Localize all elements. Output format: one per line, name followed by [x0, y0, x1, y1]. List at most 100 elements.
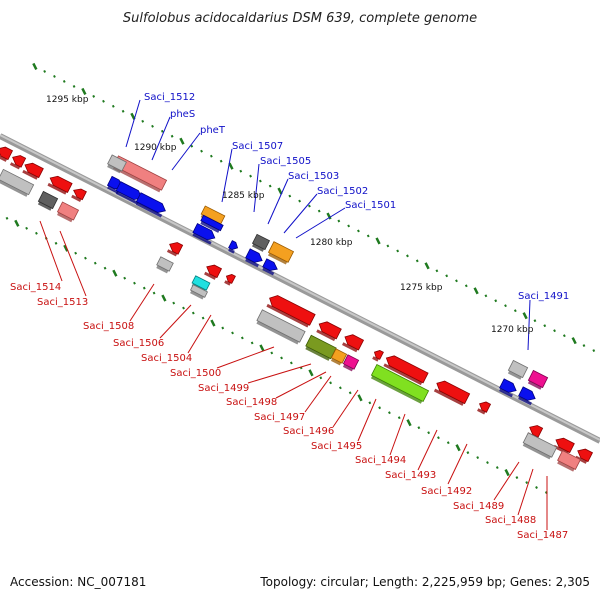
tick-mark: [319, 376, 323, 380]
leader-line-bottom: [247, 363, 312, 384]
cds-forward-shade: [135, 202, 163, 218]
tick-mark: [228, 162, 234, 170]
gene-label-saci-1491[interactable]: Saci_1491: [518, 291, 569, 302]
cds-forward-shade: [107, 185, 120, 194]
gene-label-saci-1501[interactable]: Saci_1501: [345, 200, 396, 211]
cds-forward: [262, 258, 278, 276]
cds-reverse-shade: [372, 356, 379, 362]
tick-mark: [249, 174, 252, 178]
gene-label-saci-1487[interactable]: Saci_1487: [517, 530, 568, 541]
gene-label-saci-1492[interactable]: Saci_1492: [421, 486, 472, 497]
tick-mark: [348, 391, 352, 395]
gene-label-saci-1507[interactable]: Saci_1507: [232, 141, 283, 152]
tick-mark: [455, 279, 458, 283]
cds-gray: [156, 256, 174, 274]
cds-gray-body: [189, 284, 209, 298]
cds-reverse-shade: [166, 249, 178, 257]
tick-mark: [375, 237, 381, 245]
gene-label-saci-1493[interactable]: Saci_1493: [385, 470, 436, 481]
tick-mark: [53, 74, 56, 78]
cds-salmon: [56, 201, 80, 223]
tick-mark: [543, 324, 547, 328]
gene-label-saci-1495[interactable]: Saci_1495: [311, 441, 362, 452]
tick-mark: [378, 406, 382, 410]
leader-line-top: [171, 132, 201, 171]
cds-reverse: [47, 175, 73, 195]
cds-reverse-shade: [433, 388, 464, 406]
gene-label-saci-1489[interactable]: Saci_1489: [453, 501, 504, 512]
tick-mark: [288, 194, 292, 198]
leader-line-bottom: [389, 413, 406, 456]
cds-reverse: [316, 321, 342, 342]
leader-line-bottom: [304, 375, 332, 413]
tick-mark: [277, 187, 283, 195]
tick-mark: [43, 70, 47, 73]
kbp-mark-1280: 1280 kbp: [310, 238, 353, 248]
gene-label-saci-1502[interactable]: Saci_1502: [317, 186, 368, 197]
gene-label-saci-1505[interactable]: Saci_1505: [260, 156, 311, 167]
tick-mark: [32, 62, 38, 71]
tick-mark: [130, 112, 136, 120]
cds-dark-body: [251, 233, 271, 251]
tick-mark: [533, 319, 537, 323]
tick-mark: [210, 319, 216, 327]
leader-line-top: [125, 99, 141, 148]
gene-label-saci-1512[interactable]: Saci_1512: [144, 92, 195, 103]
cds-reverse: [477, 401, 492, 415]
cds-gray: [107, 154, 127, 174]
tick-mark: [62, 79, 66, 83]
leader-line-bottom: [159, 304, 192, 339]
cds-reverse-body: [529, 425, 544, 438]
cds-forward: [192, 223, 216, 245]
gene-label-saci-1503[interactable]: Saci_1503: [288, 171, 339, 182]
tick-mark: [151, 124, 154, 128]
gene-label-saci-1494[interactable]: Saci_1494: [355, 455, 406, 466]
gene-label-saci-1500[interactable]: Saci_1500: [170, 368, 221, 379]
tick-mark: [308, 204, 311, 208]
gene-label-saci-1496[interactable]: Saci_1496: [283, 426, 334, 437]
tick-mark: [231, 331, 234, 335]
gene-label-saci-1508[interactable]: Saci_1508: [83, 321, 134, 332]
cds-reverse-shade: [47, 182, 67, 195]
cds-reverse-shade: [266, 303, 309, 328]
tick-mark: [84, 256, 87, 260]
leader-line-top: [527, 299, 531, 351]
topology-text: Topology: circular; Length: 2,225,959 bp…: [259, 575, 590, 589]
gene-label-saci-1506[interactable]: Saci_1506: [113, 338, 164, 349]
leader-line-top: [283, 193, 318, 234]
cds-lime-shade: [370, 375, 423, 404]
tick-mark: [121, 109, 125, 113]
cds-reverse-shade: [383, 363, 423, 386]
cds-forward-shade: [115, 191, 139, 205]
tick-mark: [366, 234, 370, 238]
gene-label-phes[interactable]: pheS: [170, 109, 195, 120]
gene-label-saci-1513[interactable]: Saci_1513: [37, 297, 88, 308]
tick-mark: [102, 99, 105, 103]
gene-label-saci-1499[interactable]: Saci_1499: [198, 383, 249, 394]
tick-mark: [161, 294, 167, 302]
cds-forward-shade: [499, 388, 513, 398]
cds-blue-thin-shade: [200, 221, 220, 233]
tick-mark: [160, 129, 164, 133]
cds-reverse-shade: [22, 169, 38, 180]
leader-line-bottom: [493, 461, 520, 501]
tick-mark: [515, 476, 519, 479]
gene-label-saci-1514[interactable]: Saci_1514: [10, 282, 61, 293]
gene-label-saci-1504[interactable]: Saci_1504: [141, 353, 192, 364]
gene-label-saci-1497[interactable]: Saci_1497: [254, 412, 305, 423]
tick-mark: [562, 334, 566, 338]
cds-gray-shade: [156, 265, 169, 274]
cds-reverse-body: [49, 175, 73, 193]
tick-mark: [582, 344, 586, 348]
cds-reverse: [204, 264, 223, 280]
cds-forward: [518, 386, 536, 406]
tick-mark: [435, 269, 439, 273]
cds-forward-body: [245, 248, 263, 263]
gene-label-phet[interactable]: pheT: [200, 125, 226, 136]
cds-reverse-shade: [575, 455, 588, 464]
gene-label-saci-1488[interactable]: Saci_1488: [485, 515, 536, 526]
gene-label-saci-1498[interactable]: Saci_1498: [226, 397, 277, 408]
tick-mark: [415, 259, 419, 263]
cds-reverse-body: [169, 242, 184, 255]
tick-mark: [201, 316, 205, 320]
